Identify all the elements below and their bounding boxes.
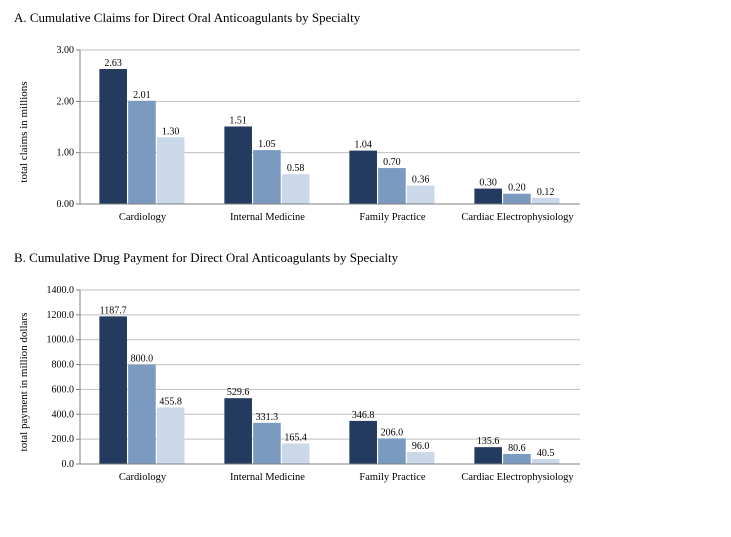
- ytick-label: 200.0: [52, 434, 75, 445]
- bar-value-label: 1.51: [229, 115, 247, 126]
- bar-value-label: 0.20: [508, 183, 526, 194]
- bar-2014: [253, 150, 281, 204]
- bar-value-label: 165.4: [284, 432, 307, 443]
- category-label: Cardiology: [119, 212, 167, 223]
- category-label: Cardiac Electrophysiology: [461, 212, 574, 223]
- category-label: Family Practice: [359, 212, 426, 223]
- bar-2014: [128, 101, 156, 204]
- category-label: Family Practice: [359, 472, 426, 483]
- panel-b: B. Cumulative Drug Payment for Direct Or…: [10, 250, 721, 492]
- bar-2013: [282, 174, 310, 204]
- chart-a-ylabel: total claims in millions: [18, 81, 30, 182]
- bar-value-label: 331.3: [256, 412, 279, 423]
- bar-2013: [282, 443, 310, 464]
- category-label: Cardiac Electrophysiology: [461, 472, 574, 483]
- bar-2013: [407, 452, 435, 464]
- chart-b-wrap: total payment in million dollars 0.0200.…: [30, 272, 721, 492]
- bar-2013: [407, 186, 435, 204]
- chart-b-svg: 0.0 200.0 400.0 600.0 800.0 1000.0 1200.0 1400.…: [30, 272, 590, 492]
- ytick-label: 1000.0: [47, 335, 75, 346]
- bar-2015: [474, 447, 502, 464]
- ytick-label: 0.0: [62, 459, 75, 470]
- bar-2014: [378, 168, 406, 204]
- category-label: Internal Medicine: [230, 472, 305, 483]
- bar-value-label: 529.6: [227, 387, 250, 398]
- bar-value-label: 80.6: [508, 443, 526, 454]
- bar-value-label: 2.01: [133, 90, 151, 101]
- bar-2013: [157, 137, 185, 204]
- panel-a-title: A. Cumulative Claims for Direct Oral Ant…: [14, 10, 721, 26]
- bar-2014: [128, 365, 156, 464]
- bar-2015: [349, 421, 377, 464]
- bar-value-label: 0.36: [412, 175, 430, 186]
- chart-b-ylabel: total payment in million dollars: [18, 313, 30, 452]
- bar-value-label: 346.8: [352, 410, 375, 421]
- ytick-label: 1200.0: [47, 310, 75, 321]
- bar-value-label: 2.63: [104, 58, 122, 69]
- bar-2013: [157, 407, 185, 464]
- ytick-label: 3.00: [57, 45, 75, 56]
- bar-value-label: 206.0: [381, 427, 404, 438]
- category-label: Internal Medicine: [230, 212, 305, 223]
- bar-2015: [349, 151, 377, 204]
- bar-value-label: 135.6: [477, 436, 500, 447]
- ytick-label: 600.0: [52, 384, 75, 395]
- bar-value-label: 800.0: [131, 354, 154, 365]
- bar-2015: [99, 69, 127, 204]
- ytick-label: 400.0: [52, 409, 75, 420]
- bar-value-label: 0.12: [537, 187, 555, 198]
- bar-2014: [503, 194, 531, 204]
- bar-2015: [224, 398, 252, 464]
- bar-2015: [99, 316, 127, 464]
- ytick-label: 1.00: [57, 148, 75, 159]
- ytick-label: 800.0: [52, 360, 75, 371]
- bar-value-label: 96.0: [412, 441, 430, 452]
- bar-2014: [378, 438, 406, 464]
- bar-value-label: 0.70: [383, 157, 401, 168]
- ytick-label: 2.00: [57, 96, 75, 107]
- ytick-label: 1400.0: [47, 285, 75, 296]
- panel-a: A. Cumulative Claims for Direct Oral Ant…: [10, 10, 721, 232]
- bar-value-label: 0.58: [287, 163, 305, 174]
- bar-value-label: 455.8: [159, 396, 182, 407]
- chart-a-wrap: total claims in millions 0.001.002.003.0…: [30, 32, 721, 232]
- bar-2014: [253, 423, 281, 464]
- bar-2015: [474, 189, 502, 204]
- bar-value-label: 40.5: [537, 448, 555, 459]
- bar-2014: [503, 454, 531, 464]
- chart-a-svg: 0.00 1.00 2.00 3.00 2.63 2.01 1.30 Cardiology 1.…: [30, 32, 590, 232]
- category-label: Cardiology: [119, 472, 167, 483]
- bar-value-label: 1.30: [162, 126, 180, 137]
- panel-b-title: B. Cumulative Drug Payment for Direct Or…: [14, 250, 721, 266]
- bar-2015: [224, 126, 252, 204]
- bar-2013: [532, 198, 560, 204]
- bar-value-label: 1.04: [354, 140, 372, 151]
- bar-value-label: 1187.7: [100, 305, 127, 316]
- bar-value-label: 1.05: [258, 139, 276, 150]
- bar-2013: [532, 459, 560, 464]
- bar-value-label: 0.30: [479, 178, 497, 189]
- ytick-label: 0.00: [57, 199, 75, 210]
